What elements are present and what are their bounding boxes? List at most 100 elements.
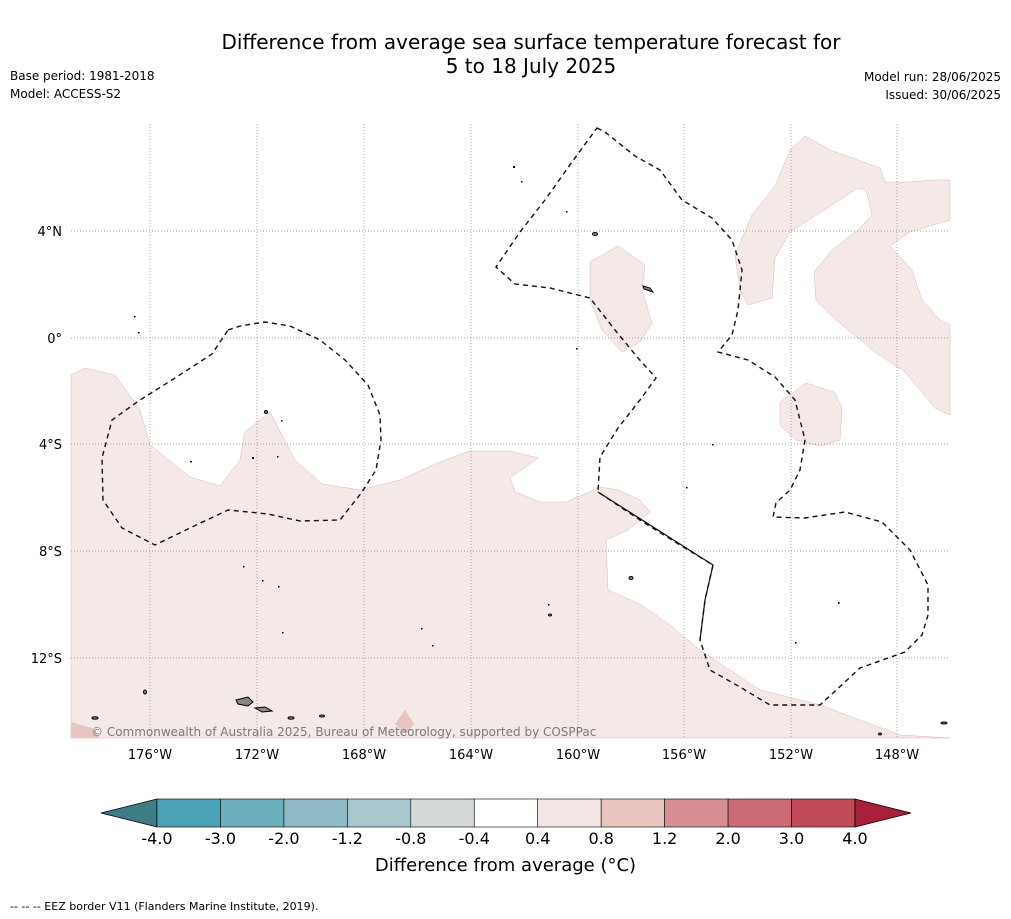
anomaly-patch-south xyxy=(395,710,414,734)
atoll xyxy=(262,580,264,582)
eez-border-north xyxy=(495,127,929,706)
lat-label: 0° xyxy=(47,332,62,347)
atoll xyxy=(252,457,254,459)
atoll xyxy=(277,456,279,458)
lon-label: 152°W xyxy=(769,748,813,763)
lat-label: 4°N xyxy=(38,225,63,240)
colorbar-segment xyxy=(410,798,475,828)
atoll xyxy=(134,316,136,318)
island-h xyxy=(264,410,268,414)
gridlines xyxy=(71,124,950,738)
colorbar-segment xyxy=(727,798,792,828)
colorbar-tick-label: 4.0 xyxy=(842,829,868,848)
island-c xyxy=(91,716,99,720)
colorbar-segment xyxy=(664,798,729,828)
colorbar-segment xyxy=(600,798,665,828)
island-e xyxy=(319,714,325,718)
title-line-1: Difference from average sea surface temp… xyxy=(221,30,841,54)
atoll xyxy=(190,461,192,463)
meta-right: Model run: 28/06/2025 Issued: 30/06/2025 xyxy=(864,68,1001,104)
island-j xyxy=(878,732,882,736)
model-run: Model run: 28/06/2025 xyxy=(863,70,1001,84)
lat-label: 8°S xyxy=(39,545,62,560)
atoll xyxy=(548,604,550,606)
colorbar-tick-label: -2.0 xyxy=(268,829,300,848)
issued-date: Issued: 30/06/2025 xyxy=(885,88,1001,102)
colorbar-tick-label: -4.0 xyxy=(141,829,173,848)
anomaly-region-northeast xyxy=(734,135,951,416)
colorbar-tick-label: 0.4 xyxy=(524,829,551,848)
colorbar-segment xyxy=(220,798,285,828)
lon-label: 156°W xyxy=(662,748,706,763)
colorbar xyxy=(100,798,912,828)
island-b xyxy=(143,689,147,695)
colorbar-tick-label: -0.4 xyxy=(458,829,490,848)
small-atolls xyxy=(134,166,840,647)
colorbar-segment xyxy=(283,798,348,828)
lon-label: 172°W xyxy=(235,748,279,763)
island-i xyxy=(940,721,948,725)
atoll xyxy=(281,420,283,422)
colorbar-segment xyxy=(473,798,539,828)
lon-label: 160°W xyxy=(556,748,600,763)
lon-label: 176°W xyxy=(128,748,172,763)
anomaly-region-equator xyxy=(589,245,653,353)
island-savaii xyxy=(235,696,254,707)
colorbar-extend-low xyxy=(100,798,158,828)
atoll xyxy=(566,211,568,213)
anomaly-region-east-blob xyxy=(779,382,843,447)
colorbar-extend-high xyxy=(854,798,912,828)
anomaly-patch-southwest xyxy=(71,722,100,738)
eez-solid-segment xyxy=(597,491,714,641)
eez-legend-footer: -- -- -- EEZ border V11 (Flanders Marine… xyxy=(10,900,319,913)
colorbar-tick-label: 1.2 xyxy=(651,829,678,848)
map-title: Difference from average sea surface temp… xyxy=(0,30,1011,78)
colorbar-segment xyxy=(791,798,856,828)
colorbar-tick-label: 3.0 xyxy=(778,829,805,848)
colorbar-title: Difference from average (°C) xyxy=(374,855,637,876)
colorbar-segment xyxy=(156,798,221,828)
atoll xyxy=(282,632,284,634)
copyright-text: © Commonwealth of Australia 2025, Bureau… xyxy=(91,725,596,739)
colorbar-tick-label: 2.0 xyxy=(715,829,741,848)
atoll xyxy=(421,628,423,630)
lon-label: 148°W xyxy=(875,748,919,763)
lat-label: 4°S xyxy=(39,438,62,453)
atoll xyxy=(521,181,523,183)
colorbar-segment xyxy=(347,798,412,828)
atoll xyxy=(838,602,840,604)
longitude-labels: 176°W 172°W 168°W 164°W 160°W 156°W 152°W 148°W xyxy=(128,748,919,763)
atoll xyxy=(513,166,515,168)
meta-left: Base period: 1981-2018 Model: ACCESS-S2 xyxy=(10,67,155,103)
atoll xyxy=(576,348,578,350)
lon-label: 164°W xyxy=(449,748,493,763)
eez-borders xyxy=(101,127,929,706)
latitude-labels: 4°N 0° 4°S 8°S 12°S xyxy=(31,225,62,667)
atoll xyxy=(795,642,797,644)
island-g xyxy=(548,613,552,617)
colorbar-segment xyxy=(537,798,602,828)
island-d xyxy=(287,716,295,720)
lon-label: 168°W xyxy=(342,748,386,763)
model-name: Model: ACCESS-S2 xyxy=(10,87,122,101)
atoll xyxy=(712,444,714,446)
eez-solid-line xyxy=(597,491,714,641)
island-a xyxy=(592,232,598,236)
island-kiritimati xyxy=(642,285,655,293)
atoll xyxy=(432,645,434,647)
anomaly-shading xyxy=(70,135,951,739)
island-upolu xyxy=(253,706,274,713)
islands xyxy=(91,232,948,736)
stronger-anomaly-patches xyxy=(71,710,414,738)
atoll xyxy=(278,586,280,588)
atoll xyxy=(243,566,245,568)
colorbar-tick-label: -1.2 xyxy=(331,829,363,848)
colorbar-tick-label: -0.8 xyxy=(395,829,427,848)
title-line-2: 5 to 18 July 2025 xyxy=(445,54,617,78)
colorbar-tick-label: -3.0 xyxy=(204,829,237,848)
island-f xyxy=(628,576,634,580)
base-period: Base period: 1981-2018 xyxy=(10,69,155,83)
atoll xyxy=(686,487,688,489)
eez-border-west xyxy=(101,321,382,546)
